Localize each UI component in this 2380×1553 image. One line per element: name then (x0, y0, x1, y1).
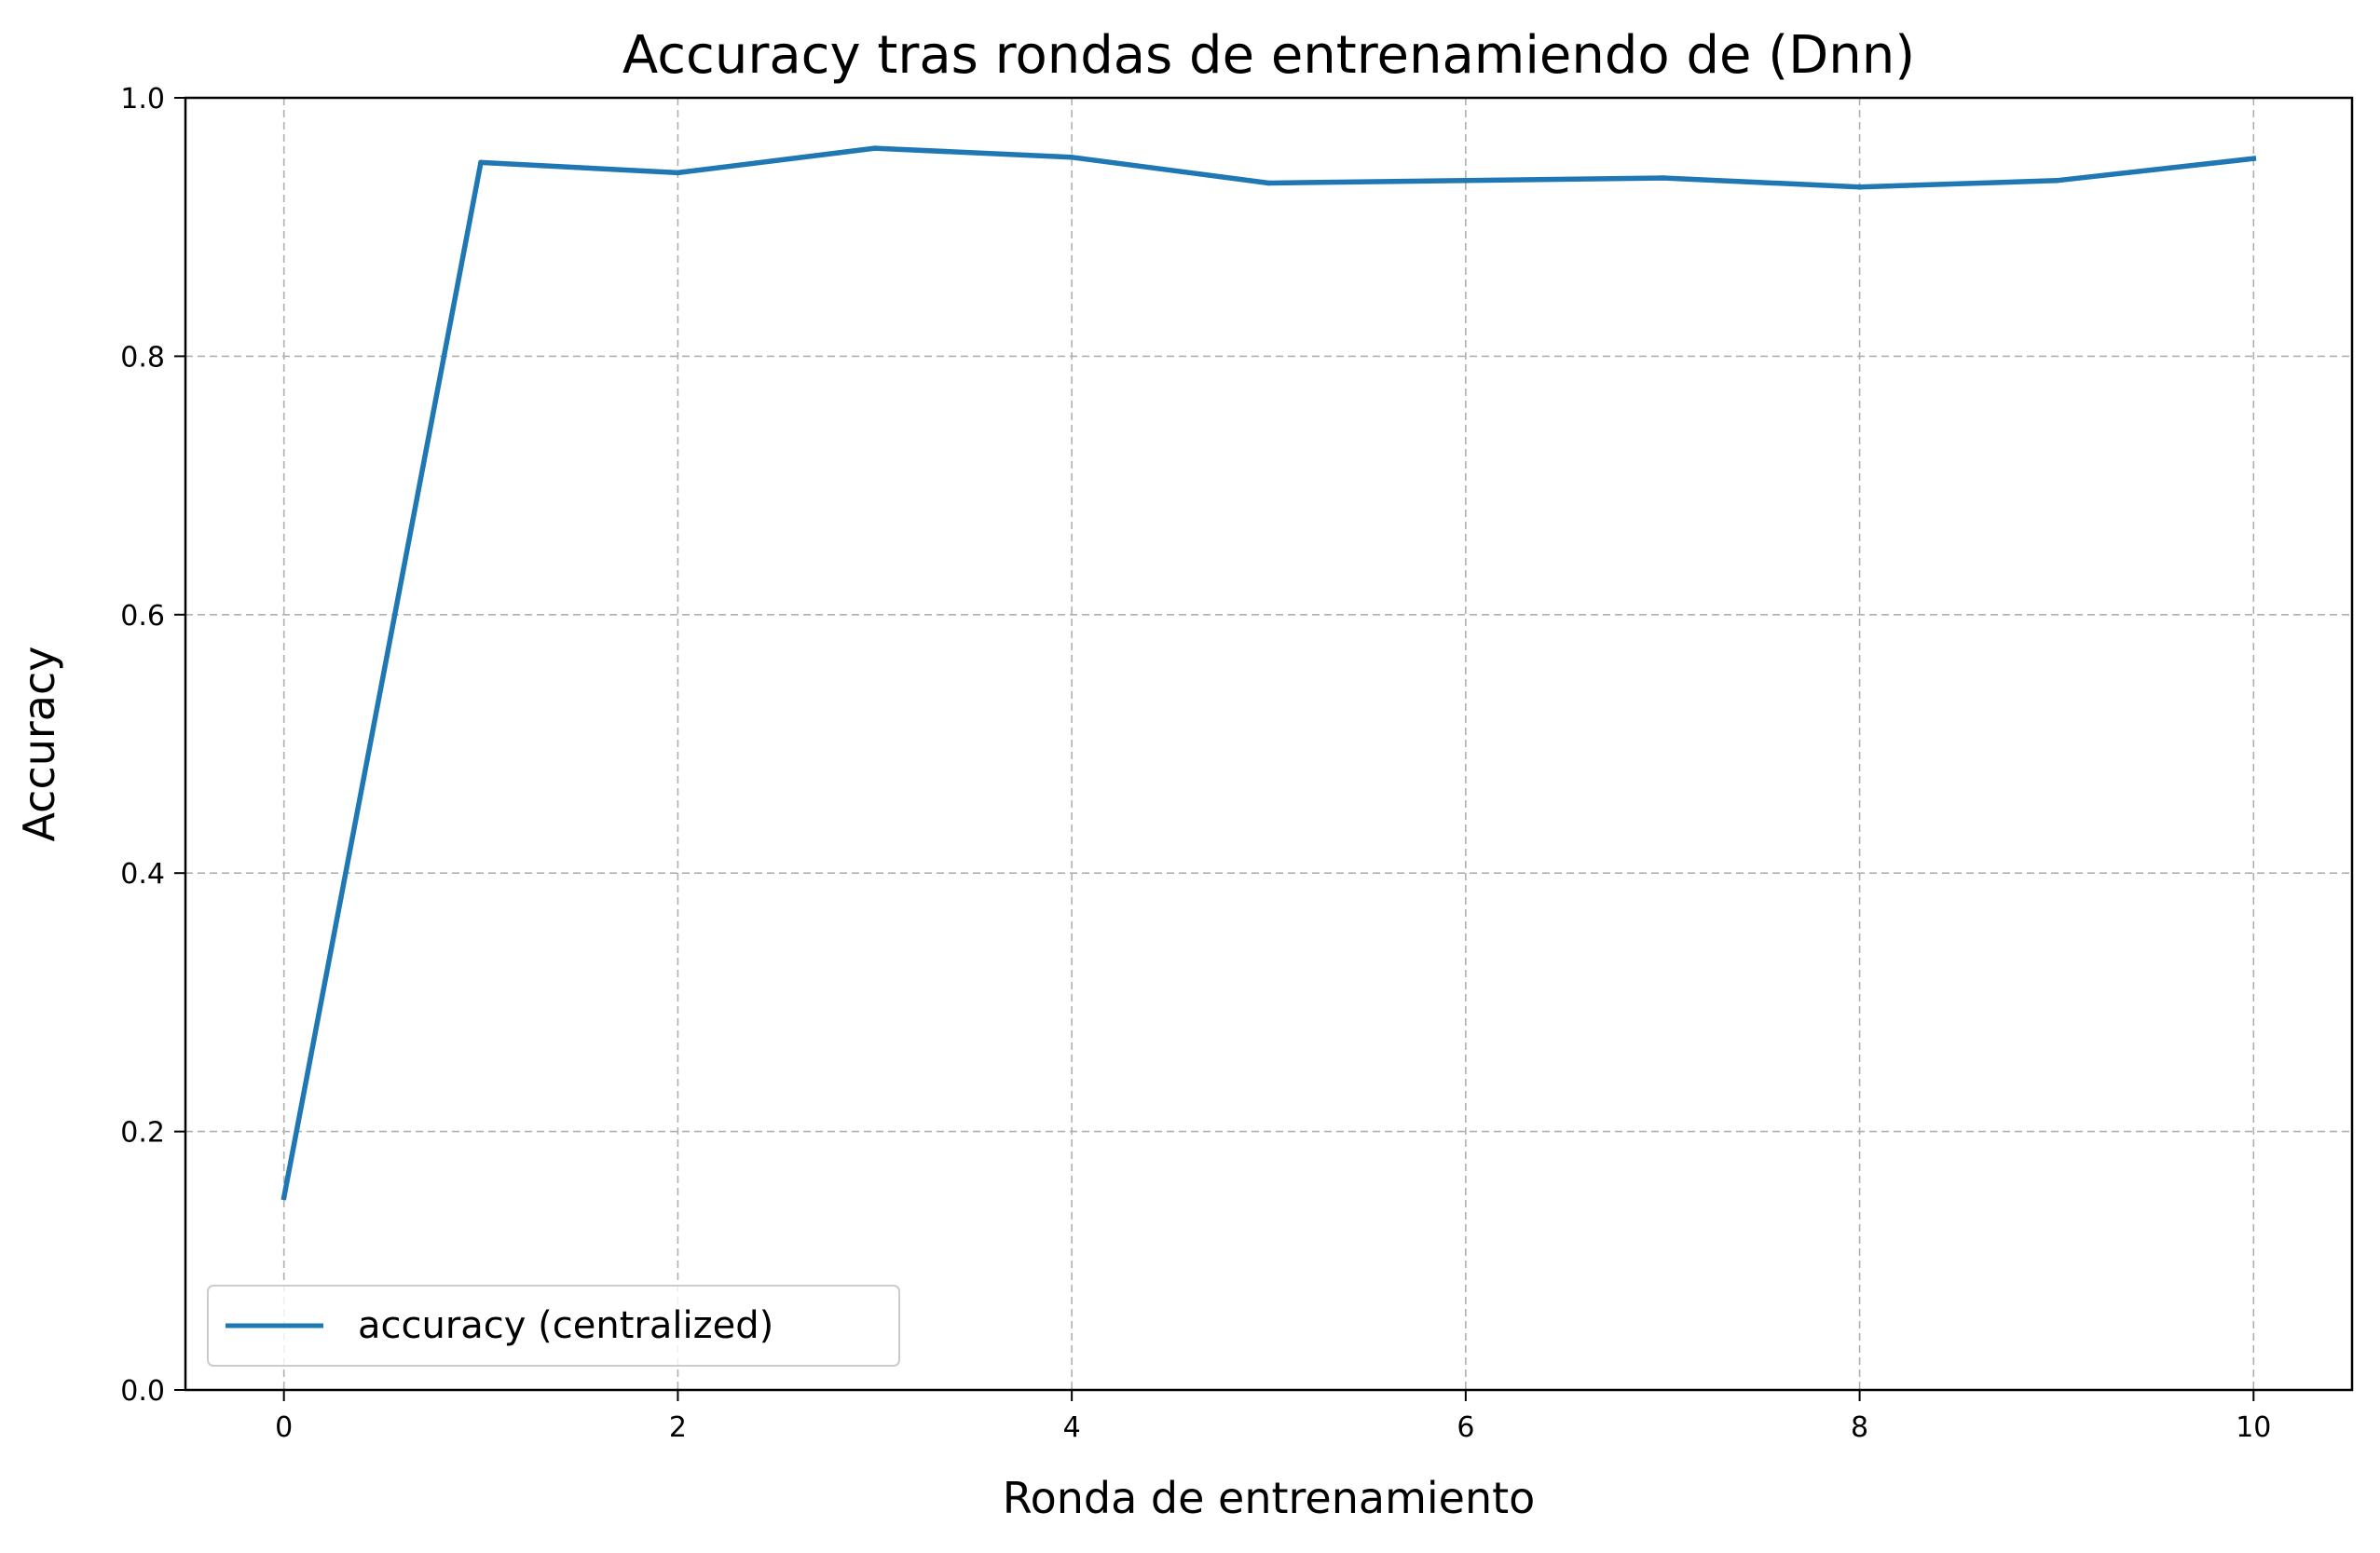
data-point (1660, 175, 1666, 181)
data-point (675, 170, 681, 176)
chart-title: Accuracy tras rondas de entrenamiendo de… (622, 25, 1915, 86)
data-point (280, 1194, 287, 1201)
x-tick-label: 6 (1457, 1411, 1474, 1444)
data-point (1856, 184, 1863, 190)
y-tick-label: 0.6 (120, 600, 165, 633)
y-tick-label: 0.4 (120, 858, 165, 891)
data-point (1265, 180, 1272, 186)
data-point (2250, 156, 2257, 161)
y-axis-title: Accuracy (14, 646, 64, 841)
data-point (1463, 177, 1469, 184)
data-point (871, 145, 878, 151)
x-tick-label: 0 (275, 1411, 293, 1444)
series-layer (280, 145, 2257, 1201)
x-tick-label: 4 (1063, 1411, 1081, 1444)
x-axis-title: Ronda de entrenamiento (1003, 1473, 1536, 1523)
y-tick-label: 0.2 (120, 1117, 165, 1150)
ticks: 0 2 4 6 8 10 0.0 0.2 0.4 0.6 0.8 1.0 (120, 83, 2271, 1444)
x-tick-label: 10 (2236, 1411, 2271, 1444)
data-point (2054, 177, 2059, 184)
legend-label: accuracy (centralized) (358, 1304, 773, 1347)
x-tick-label: 2 (669, 1411, 687, 1444)
y-tick-label: 0.8 (120, 341, 165, 374)
data-point (1069, 155, 1074, 160)
y-tick-label: 1.0 (120, 83, 165, 116)
legend: accuracy (centralized) (207, 1285, 900, 1367)
legend-box (207, 1285, 900, 1367)
y-tick-label: 0.0 (120, 1375, 165, 1408)
plot-frame (184, 96, 2354, 1392)
x-tick-label: 8 (1851, 1411, 1868, 1444)
data-point (478, 159, 484, 166)
